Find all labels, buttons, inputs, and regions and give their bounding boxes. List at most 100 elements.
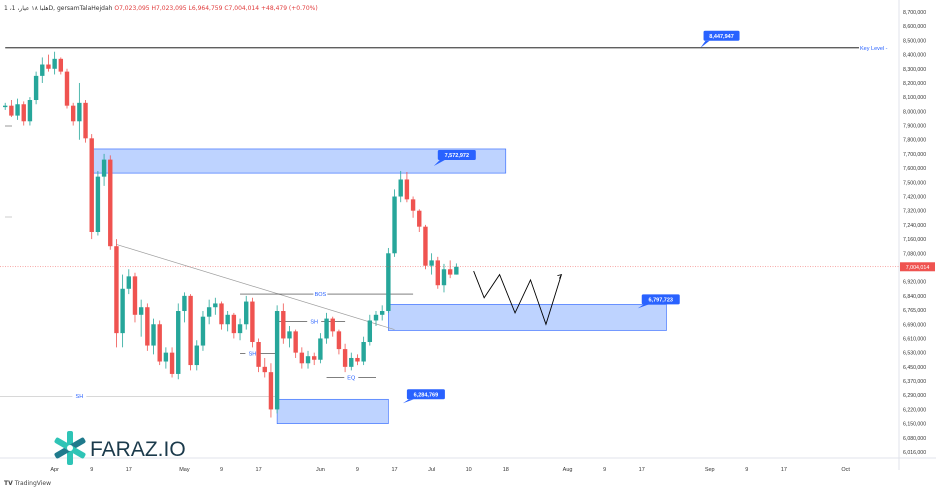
candle-body [145, 307, 150, 346]
demand-zone-badge [641, 294, 680, 305]
price-tick-label: 6,840,000 [903, 294, 926, 300]
candle-body [200, 316, 206, 346]
time-tick-label: 18 [503, 467, 509, 473]
time-tick-label: Sep [705, 467, 715, 473]
candle-body [379, 311, 385, 315]
price-tick-label: 7,160,000 [903, 237, 926, 243]
candle-body [169, 352, 175, 374]
candle-body [9, 105, 14, 116]
candle-body [441, 269, 447, 286]
candle-body [52, 58, 57, 69]
level-label-bg [344, 373, 359, 382]
price-tick-label: 6,370,000 [903, 379, 926, 385]
ohlc-close: C7,004,014 [224, 5, 260, 12]
candle-body [89, 138, 94, 232]
candle-body [324, 318, 329, 339]
candle-body [299, 352, 305, 364]
candle-body [435, 260, 440, 286]
low-zone-badge-value: 6,284,769 [414, 392, 438, 398]
time-tick-label: 10 [466, 467, 472, 473]
trendline [116, 244, 395, 330]
peak-badge-pointer [433, 159, 445, 166]
candle-body [410, 199, 416, 211]
candle-body [305, 356, 311, 364]
candle-body [231, 314, 237, 334]
price-tick-label: 8,300,000 [903, 67, 926, 73]
bos-label: BOS [315, 292, 327, 298]
time-tick-label: Oct [841, 467, 850, 473]
candle-body [250, 301, 255, 342]
candle-body [219, 303, 224, 325]
peak-badge [437, 149, 476, 160]
candle-body [330, 318, 335, 332]
candle-body [64, 71, 70, 106]
ohlc-open: O7,023,095 [114, 5, 150, 12]
chart-header: 1 ،هلبا ۱۸ عیار، 1D, gersamTalaHejdah O7… [4, 5, 318, 12]
price-tick-label: 6,450,000 [903, 365, 926, 371]
candle-body [27, 100, 33, 122]
candle-body [417, 210, 422, 227]
price-tick-label: 6,016,000 [903, 450, 926, 456]
time-tick-label: 9 [745, 467, 748, 473]
price-tick-label: 7,600,000 [903, 166, 926, 172]
time-tick-label: 17 [256, 467, 262, 473]
candle-body [268, 372, 274, 410]
tradingview-text: TradingView [14, 480, 52, 487]
level-label-bg [313, 290, 328, 299]
candle-body [58, 58, 64, 72]
demand-zone [388, 304, 667, 331]
candle-body [3, 105, 8, 108]
low-zone-badge [406, 389, 445, 400]
projection-arrow [557, 273, 563, 279]
sh-left-label: SH [76, 394, 84, 400]
price-tick-label: 8,200,000 [903, 81, 926, 87]
current-price-value: 7,004,014 [906, 265, 930, 271]
candle-body [404, 179, 410, 200]
sh-mid-2-label: SH [249, 352, 257, 358]
price-tick-label: 6,530,000 [903, 351, 926, 357]
candle-body [398, 179, 403, 197]
price-tick-label: 6,080,000 [903, 436, 926, 442]
time-tick-label: 9 [356, 467, 359, 473]
candle-body [423, 226, 428, 266]
candle-body [157, 324, 162, 362]
price-tick-label: 6,220,000 [903, 407, 926, 413]
candle-body [454, 266, 459, 275]
candle-body [262, 366, 267, 373]
price-tick-label: 7,320,000 [903, 209, 926, 215]
candle-body [83, 102, 88, 139]
time-tick-label: 9 [90, 467, 93, 473]
candle-body [355, 357, 360, 362]
low-zone [276, 398, 389, 424]
candle-body [274, 311, 280, 410]
candle-body [318, 338, 323, 360]
candle-body [40, 64, 45, 76]
price-tick-label: 7,080,000 [903, 251, 926, 257]
low-zone-badge-pointer [402, 399, 414, 404]
candle-body [33, 75, 39, 100]
candle-body [312, 356, 317, 360]
candle-body [126, 276, 131, 289]
time-tick-label: May [179, 467, 190, 473]
time-tick-label: 17 [391, 467, 397, 473]
symbol-label[interactable]: 1 ،هلبا ۱۸ عیار، 1D, gersamTalaHejdah [4, 5, 113, 12]
tradingview-logo[interactable]: TV TradingView [4, 480, 52, 487]
time-tick-label: 9 [603, 467, 606, 473]
price-tick-label: 7,500,000 [903, 180, 926, 186]
candle-body [225, 314, 230, 325]
projection-path [473, 270, 562, 326]
time-tick-label: 17 [126, 467, 132, 473]
price-tick-label: 6,150,000 [903, 422, 926, 428]
faraz-wordmark: FARAZ.IO [90, 438, 186, 461]
ohlc-low: L6,964,759 [188, 5, 223, 12]
candle-body [429, 260, 434, 266]
key-level-value: 8,447,947 [709, 34, 733, 40]
candle-body [21, 104, 26, 122]
candle-body [244, 301, 249, 325]
candle-body [132, 276, 138, 315]
logo-center [67, 445, 73, 451]
key-level-label: Key Level - [860, 46, 888, 52]
candle-body [287, 331, 292, 339]
level-label-bg [245, 349, 260, 358]
